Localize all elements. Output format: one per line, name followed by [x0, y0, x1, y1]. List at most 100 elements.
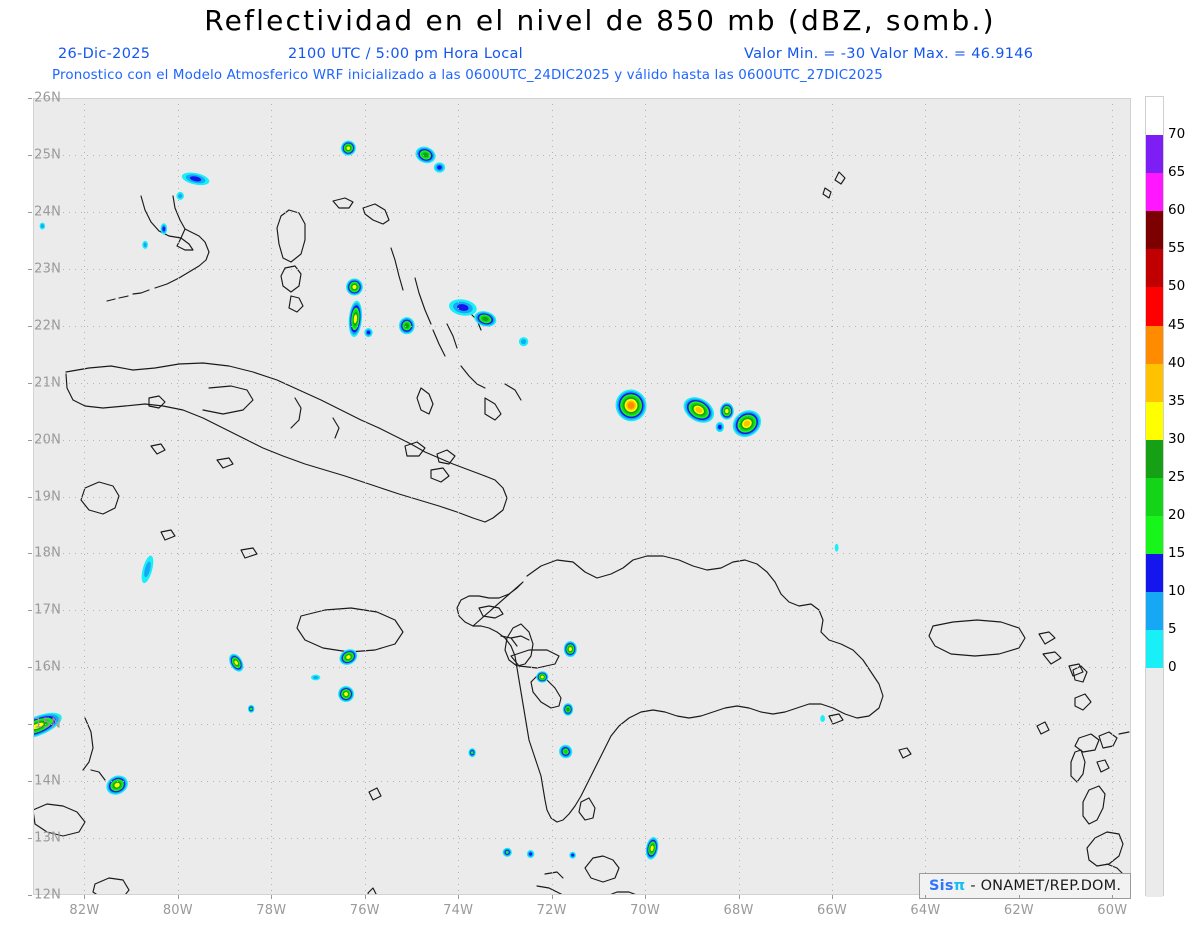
y-axis-tick: [28, 781, 32, 783]
x-axis-label: 80W: [162, 903, 193, 918]
y-axis-tick: [28, 325, 32, 327]
y-axis-label: 19N: [34, 489, 61, 504]
x-axis-tick: [645, 895, 647, 899]
y-axis-tick: [28, 667, 32, 669]
colorbar-tick-label: 70: [1168, 126, 1186, 143]
y-axis-label: 25N: [34, 147, 61, 163]
x-axis-tick: [271, 895, 273, 899]
colorbar-segment: [1146, 592, 1163, 631]
gridline-horizontal: [33, 268, 1131, 270]
colorbar-tick-label: 10: [1168, 583, 1186, 600]
colorbar-segment: [1146, 135, 1163, 174]
x-axis-label: 60W: [1097, 903, 1128, 918]
reflectivity-contour: [520, 339, 527, 345]
colorbar-tick-label: 55: [1168, 240, 1186, 257]
gridline-horizontal: [33, 382, 1131, 384]
reflectivity-contour: [820, 715, 825, 722]
reflectivity-contour: [234, 660, 239, 665]
reflectivity-echo-layer: [33, 140, 839, 860]
gridline-horizontal: [33, 724, 1131, 726]
credit-agency-text: - ONAMET/REP.DOM.: [970, 878, 1122, 894]
colorbar-segment: [1146, 668, 1163, 897]
colorbar-tick-label: 50: [1168, 278, 1186, 295]
gridline-horizontal: [33, 325, 1131, 327]
x-axis-tick: [831, 895, 833, 899]
reflectivity-contour: [834, 543, 839, 552]
colorbar-tick-label: 15: [1168, 545, 1186, 562]
reflectivity-contour: [650, 845, 654, 852]
map-plot-area[interactable]: [33, 98, 1131, 895]
reflectivity-contour: [718, 424, 722, 430]
reflectivity-contour: [353, 314, 358, 324]
y-axis-tick: [28, 610, 32, 612]
reflectivity-contour: [344, 692, 349, 697]
colorbar-segment: [1146, 325, 1163, 364]
reflectivity-contour: [346, 655, 351, 659]
reflectivity-colorbar[interactable]: [1145, 96, 1164, 897]
x-axis-tick: [738, 895, 740, 899]
y-axis-tick: [28, 268, 32, 270]
reflectivity-contour: [178, 193, 183, 199]
y-axis-label: 13N: [34, 830, 61, 846]
x-axis-label: 64W: [910, 903, 941, 918]
x-axis-label: 78W: [256, 903, 287, 918]
colorbar-tick-label: 20: [1168, 507, 1186, 524]
y-axis-tick: [28, 895, 32, 896]
y-axis-label: 18N: [34, 545, 61, 561]
x-axis-label: 72W: [536, 903, 567, 918]
forecast-time: 2100 UTC / 5:00 pm Hora Local: [288, 46, 523, 62]
x-axis-tick: [84, 895, 86, 899]
colorbar-segment: [1146, 516, 1163, 555]
value-range-label: Valor Min. = -30 Valor Max. = 46.9146: [744, 46, 1034, 62]
x-axis-label: 74W: [443, 903, 474, 918]
reflectivity-contour: [366, 330, 371, 335]
colorbar-segment: [1146, 439, 1163, 478]
colorbar-segment: [1146, 401, 1163, 440]
y-axis-label: 26N: [34, 90, 61, 106]
colorbar-segment: [1146, 630, 1163, 669]
gridline-horizontal: [33, 211, 1131, 213]
reflectivity-contour: [457, 304, 469, 311]
reflectivity-contour: [437, 165, 442, 170]
y-axis-tick: [28, 553, 32, 555]
map-coastlines: [33, 171, 1130, 895]
colorbar-segment: [1146, 363, 1163, 402]
reflectivity-contour: [566, 707, 570, 712]
y-axis-label: 14N: [34, 773, 61, 789]
y-axis-label: 21N: [34, 375, 61, 391]
gridline-horizontal: [33, 838, 1131, 840]
colorbar-tick-label: 65: [1168, 164, 1186, 181]
reflectivity-contour: [627, 401, 635, 409]
pi-icon: π: [953, 878, 966, 894]
gridline-horizontal: [33, 553, 1131, 555]
colorbar-segment: [1146, 554, 1163, 593]
y-axis-tick: [28, 211, 32, 213]
y-axis-label: 20N: [34, 432, 61, 448]
reflectivity-contour: [505, 850, 509, 854]
x-axis-label: 76W: [349, 903, 380, 918]
colorbar-segment: [1146, 477, 1163, 517]
y-axis-tick: [28, 724, 32, 726]
reflectivity-contour: [313, 675, 319, 680]
colorbar-segment: [1146, 211, 1163, 250]
x-axis-label: 70W: [630, 903, 661, 918]
reflectivity-contour: [352, 284, 357, 290]
reflectivity-contour: [40, 224, 44, 228]
y-axis-tick: [28, 382, 32, 384]
y-axis-label: 12N: [34, 887, 61, 903]
y-axis-label: 17N: [34, 602, 61, 618]
reflectivity-contour: [571, 853, 575, 857]
colorbar-tick-label: 0: [1168, 659, 1177, 676]
reflectivity-contour: [529, 852, 533, 856]
gridline-horizontal: [33, 610, 1131, 612]
reflectivity-contour: [143, 242, 147, 248]
y-axis-label: 15N: [34, 716, 61, 732]
colorbar-segment: [1146, 249, 1163, 288]
y-axis-tick: [28, 439, 32, 441]
colorbar-segment: [1146, 287, 1163, 326]
x-axis-tick: [177, 895, 179, 899]
y-axis-tick: [28, 496, 32, 498]
reflectivity-contour: [563, 749, 568, 754]
x-axis-label: 82W: [69, 903, 100, 918]
colorbar-tick-label: 45: [1168, 316, 1186, 333]
